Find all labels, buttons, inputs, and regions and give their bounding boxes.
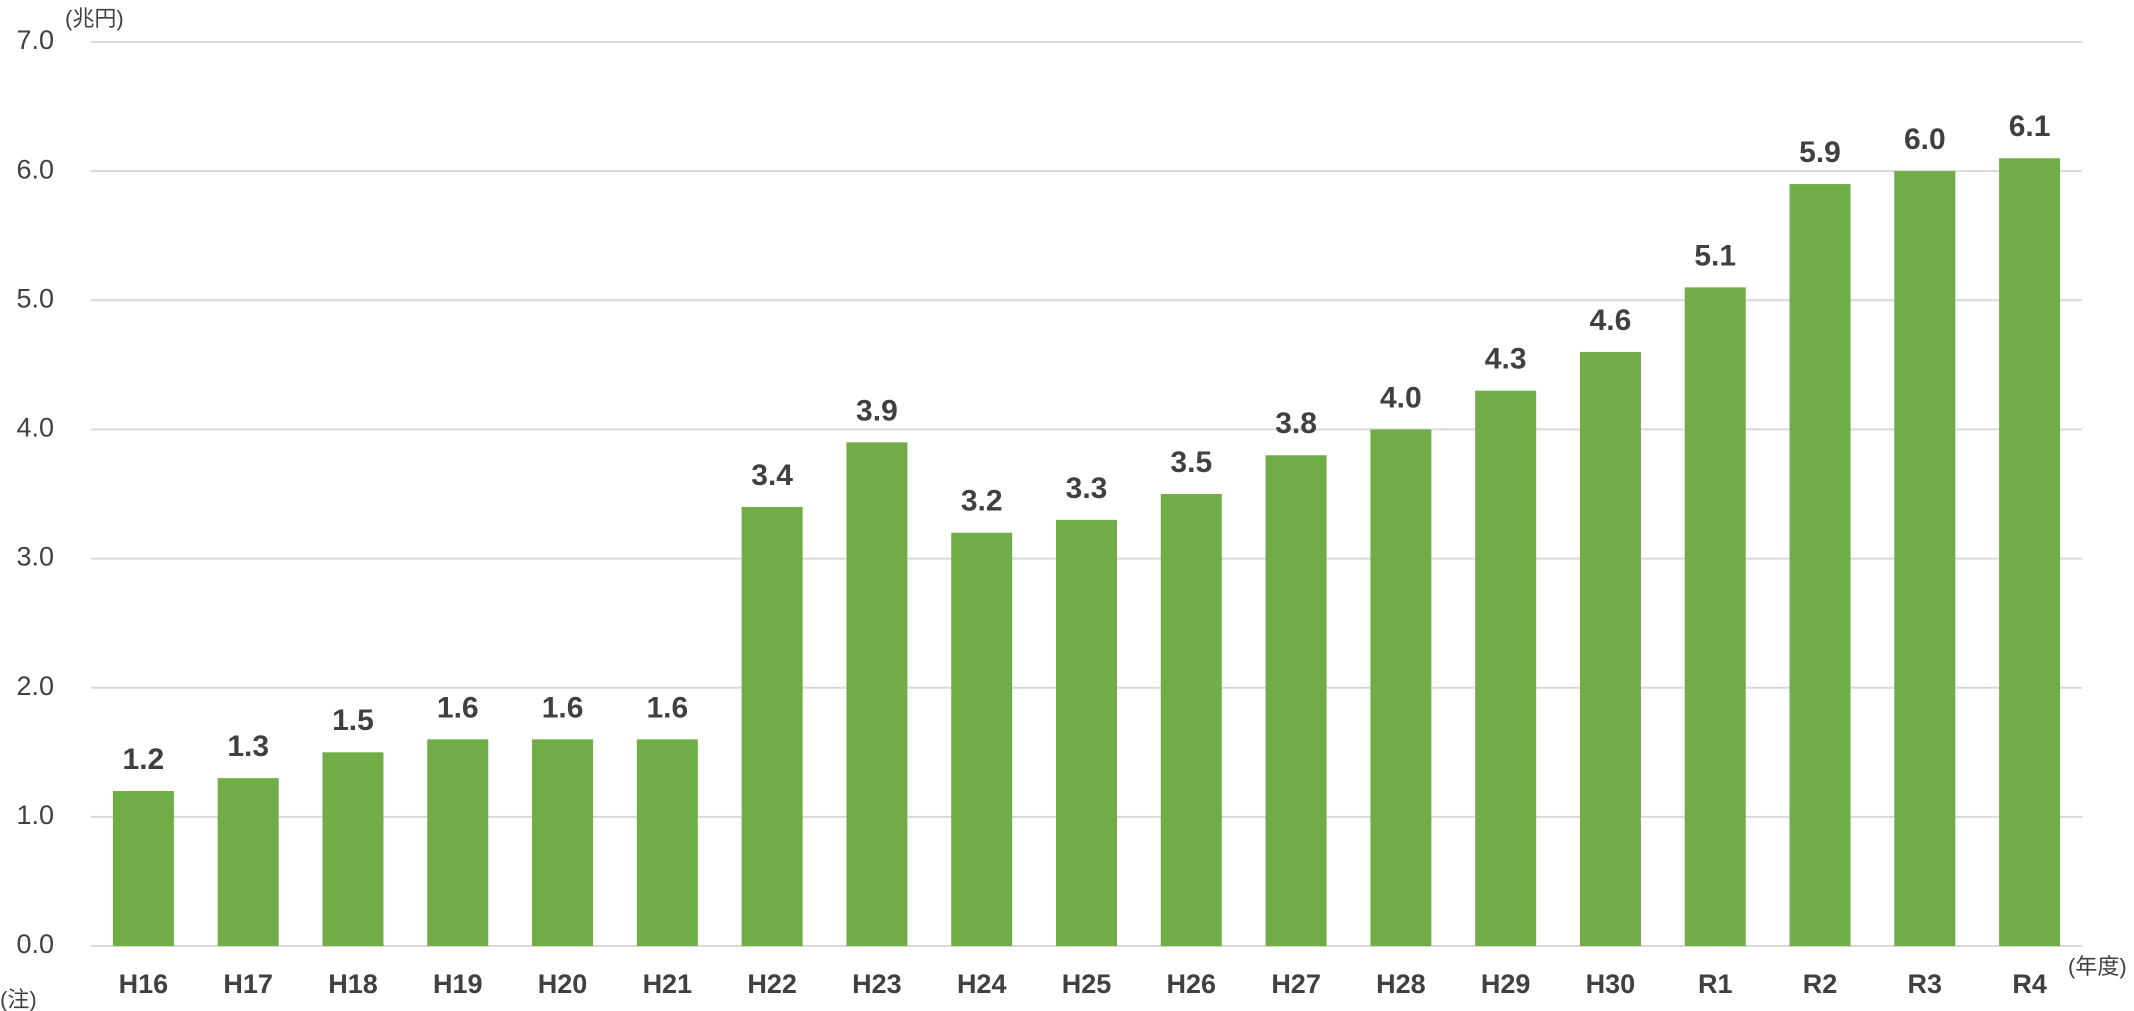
value-label: 1.6 (437, 691, 479, 724)
value-label: 3.8 (1275, 407, 1317, 440)
value-label: 4.0 (1380, 381, 1422, 414)
value-label: 6.0 (1904, 123, 1946, 156)
x-tick-label: R4 (2012, 969, 2047, 999)
value-label: 6.1 (2009, 110, 2051, 143)
bar (1370, 429, 1432, 946)
value-label: 1.3 (227, 730, 269, 763)
x-tick-label: H16 (119, 969, 169, 999)
y-tick-label: 2.0 (16, 671, 54, 701)
bar (1056, 519, 1117, 946)
x-tick-label: H18 (328, 969, 378, 999)
x-tick-label: H29 (1481, 969, 1531, 999)
value-label: 3.9 (856, 394, 898, 427)
bar (112, 791, 174, 946)
x-tick-label: H27 (1271, 969, 1321, 999)
bar (1160, 494, 1222, 946)
value-label: 3.5 (1170, 446, 1212, 479)
x-tick-label: R2 (1803, 969, 1838, 999)
x-tick-label: H22 (747, 969, 797, 999)
bar (1999, 158, 2061, 946)
bar (322, 752, 384, 946)
value-label: 1.5 (332, 704, 374, 737)
bar (1579, 351, 1641, 946)
x-unit: (年度) (2068, 954, 2127, 979)
value-label: 1.6 (646, 691, 688, 724)
value-label: 3.4 (751, 459, 793, 492)
x-tick-label: H19 (433, 969, 483, 999)
value-label: 4.6 (1590, 304, 1632, 337)
x-tick-label: H24 (957, 969, 1007, 999)
value-label: 3.3 (1066, 472, 1108, 505)
note: (注) (0, 987, 37, 1011)
bar (427, 739, 489, 946)
y-tick-label: 7.0 (16, 25, 54, 55)
value-label: 5.1 (1694, 239, 1736, 272)
x-tick-label: H28 (1376, 969, 1426, 999)
bar (217, 778, 279, 946)
x-tick-label: H21 (643, 969, 693, 999)
value-label: 1.2 (123, 743, 165, 776)
x-tick-label: H25 (1062, 969, 1112, 999)
bar (846, 442, 908, 946)
x-tick-label: H17 (223, 969, 273, 999)
value-label: 5.9 (1799, 136, 1841, 169)
bar (1475, 390, 1537, 947)
x-tick-label: R1 (1698, 969, 1733, 999)
value-label: 4.3 (1485, 343, 1527, 376)
bar (741, 506, 803, 946)
y-tick-label: 0.0 (16, 929, 54, 959)
y-tick-label: 5.0 (16, 283, 54, 313)
bar (1265, 455, 1327, 946)
y-tick-label: 6.0 (16, 154, 54, 184)
bar (532, 739, 594, 946)
x-tick-label: H26 (1167, 969, 1217, 999)
bar (1789, 184, 1851, 947)
value-label: 3.2 (961, 485, 1003, 518)
bar (1684, 287, 1746, 946)
x-tick-label: H20 (538, 969, 588, 999)
value-label: 1.6 (542, 691, 584, 724)
y-tick-label: 4.0 (16, 413, 54, 443)
x-tick-label: H23 (852, 969, 902, 999)
x-tick-label: H30 (1586, 969, 1636, 999)
bar (951, 532, 1013, 946)
y-tick-label: 3.0 (16, 542, 54, 572)
bar (1894, 171, 1956, 947)
y-tick-label: 1.0 (16, 800, 54, 830)
x-tick-label: R3 (1908, 969, 1943, 999)
y-unit: (兆円) (65, 6, 124, 31)
bar (636, 739, 698, 946)
